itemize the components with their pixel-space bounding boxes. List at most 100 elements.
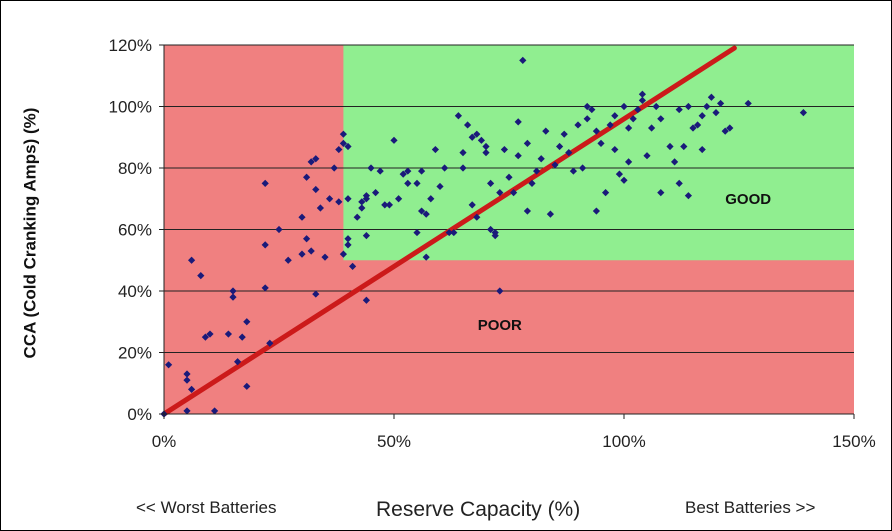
data-point xyxy=(450,228,458,237)
data-point xyxy=(625,124,633,132)
data-point xyxy=(243,382,251,390)
data-point xyxy=(339,139,347,147)
data-point xyxy=(496,189,504,197)
data-point xyxy=(620,176,628,184)
data-point xyxy=(307,158,315,166)
data-point xyxy=(611,145,619,154)
data-point xyxy=(652,102,660,111)
data-point xyxy=(615,170,623,178)
data-point xyxy=(312,155,320,163)
data-point xyxy=(721,127,729,135)
y-tick-label: 20% xyxy=(118,344,152,363)
data-point xyxy=(606,121,614,129)
data-point xyxy=(514,118,522,126)
data-point xyxy=(583,102,591,111)
data-point xyxy=(671,158,679,166)
data-point xyxy=(707,93,715,101)
data-point xyxy=(712,109,720,117)
x-tick-label: 100% xyxy=(602,432,645,451)
data-point xyxy=(413,179,421,187)
data-point xyxy=(487,225,495,234)
region-good xyxy=(343,45,854,261)
best-batteries-label: Best Batteries >> xyxy=(685,498,816,517)
data-point xyxy=(533,167,541,175)
x-tick-label: 150% xyxy=(832,432,875,451)
data-point xyxy=(183,407,191,415)
data-point xyxy=(404,179,412,187)
data-point xyxy=(188,385,196,393)
data-point xyxy=(372,189,380,197)
data-point xyxy=(657,189,665,197)
data-point xyxy=(362,192,370,200)
data-point xyxy=(638,96,646,104)
x-tick-label: 0% xyxy=(152,432,177,451)
data-point xyxy=(418,167,426,175)
data-point xyxy=(468,201,476,209)
data-point xyxy=(211,407,219,415)
data-point xyxy=(261,284,269,292)
region-label-poor: POOR xyxy=(478,317,522,334)
data-point xyxy=(703,102,711,111)
data-point xyxy=(482,142,490,151)
data-point xyxy=(523,207,531,215)
data-point xyxy=(537,155,545,163)
data-point xyxy=(625,158,633,166)
data-point xyxy=(482,149,490,157)
data-point xyxy=(385,201,393,209)
data-point xyxy=(312,290,320,298)
data-point xyxy=(597,139,605,147)
data-point xyxy=(657,115,665,123)
data-point xyxy=(201,333,209,341)
data-point xyxy=(638,90,646,98)
data-point xyxy=(634,105,642,114)
data-point xyxy=(602,189,610,197)
data-point xyxy=(206,330,214,338)
data-point xyxy=(165,361,173,369)
data-point xyxy=(468,133,476,141)
data-point xyxy=(445,228,453,237)
data-point xyxy=(491,232,499,240)
data-point xyxy=(473,130,481,138)
data-point xyxy=(496,287,504,295)
data-point xyxy=(183,376,191,384)
data-point xyxy=(643,152,651,160)
data-point xyxy=(427,195,435,203)
data-point xyxy=(542,127,550,135)
data-point xyxy=(698,145,706,154)
data-point xyxy=(523,139,531,147)
data-point xyxy=(583,115,591,123)
data-point xyxy=(569,167,577,175)
data-point xyxy=(675,105,683,114)
y-tick-label: 120% xyxy=(109,36,152,55)
data-point xyxy=(344,235,352,243)
data-point xyxy=(381,201,389,209)
data-point xyxy=(307,247,315,255)
data-point xyxy=(422,253,430,261)
data-point xyxy=(592,207,600,215)
data-point xyxy=(362,232,370,240)
data-point xyxy=(436,182,444,191)
data-point xyxy=(362,296,370,304)
data-point xyxy=(565,149,573,157)
data-point xyxy=(574,121,582,129)
data-point xyxy=(339,130,347,138)
data-point xyxy=(238,333,246,341)
data-point xyxy=(284,256,292,264)
data-point xyxy=(344,195,352,203)
data-point xyxy=(675,179,683,187)
data-point xyxy=(560,130,568,138)
data-point xyxy=(510,189,518,197)
data-point xyxy=(579,164,587,172)
data-point xyxy=(413,228,421,237)
data-point xyxy=(303,173,311,181)
data-point xyxy=(431,145,439,154)
data-point xyxy=(588,105,596,114)
data-point xyxy=(684,102,692,111)
data-point xyxy=(330,164,338,172)
data-point xyxy=(648,124,656,132)
y-axis-title-wrapper: CCA (Cold Cranking Amps) (%) xyxy=(20,108,39,359)
data-point xyxy=(744,99,752,108)
data-point xyxy=(390,136,398,144)
